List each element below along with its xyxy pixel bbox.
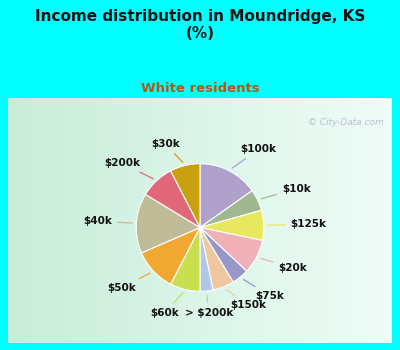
Text: $150k: $150k	[226, 289, 266, 310]
Text: $100k: $100k	[232, 144, 276, 168]
Text: > $200k: > $200k	[185, 295, 233, 318]
Wedge shape	[200, 228, 233, 290]
Wedge shape	[200, 210, 264, 240]
Text: $200k: $200k	[104, 158, 153, 179]
Wedge shape	[136, 194, 200, 253]
Wedge shape	[142, 228, 200, 284]
Wedge shape	[200, 228, 262, 271]
Text: $40k: $40k	[83, 217, 132, 226]
Wedge shape	[200, 228, 213, 291]
Wedge shape	[200, 228, 247, 282]
Text: Income distribution in Moundridge, KS
(%): Income distribution in Moundridge, KS (%…	[35, 9, 365, 41]
Wedge shape	[200, 191, 262, 228]
Text: $125k: $125k	[268, 219, 326, 229]
Text: $10k: $10k	[262, 184, 310, 199]
Text: © City-Data.com: © City-Data.com	[308, 118, 383, 127]
Text: White residents: White residents	[141, 82, 259, 95]
Wedge shape	[200, 164, 252, 228]
Wedge shape	[171, 228, 200, 291]
Text: $30k: $30k	[151, 139, 183, 162]
Wedge shape	[146, 171, 200, 228]
Text: $50k: $50k	[107, 273, 150, 293]
Text: $20k: $20k	[260, 258, 307, 273]
Text: $75k: $75k	[244, 279, 284, 301]
Wedge shape	[171, 164, 200, 228]
Text: $60k: $60k	[150, 293, 183, 318]
